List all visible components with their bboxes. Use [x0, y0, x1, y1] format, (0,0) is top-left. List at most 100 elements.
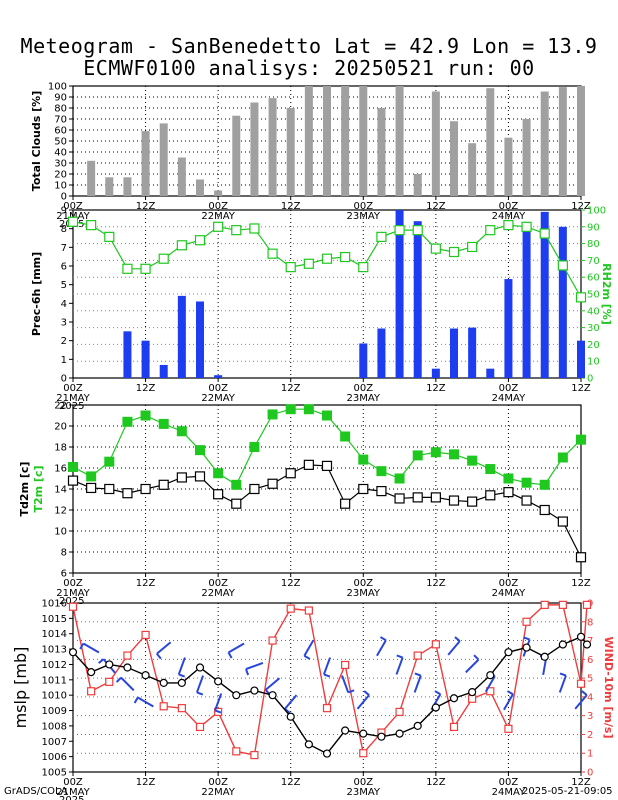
wind-speed-marker	[395, 707, 404, 717]
precip-bar	[450, 328, 458, 378]
ytick-label-right: 5	[587, 674, 593, 685]
wind-barb	[322, 657, 332, 675]
wind-speed-line	[72, 604, 588, 756]
wind-speed-marker	[449, 722, 459, 732]
mslp-marker	[377, 732, 386, 741]
t2m-marker	[576, 434, 586, 445]
cloud-bar	[558, 87, 567, 196]
xtick-label: 00Z	[63, 383, 83, 394]
cloud-bar	[286, 108, 295, 196]
rh-marker	[394, 225, 405, 236]
ytick-label: 70	[54, 115, 67, 126]
wind-speed-marker	[341, 660, 350, 670]
wind-speed-marker	[123, 651, 132, 660]
wind-speed-marker	[141, 630, 150, 640]
wind-barb-feather	[559, 672, 567, 677]
t2m-marker	[231, 479, 242, 490]
t2m-marker	[176, 426, 187, 437]
cloud-bar	[214, 190, 223, 196]
xtick-label: 00Z	[353, 578, 373, 589]
wind-barb	[82, 642, 100, 654]
t2m-marker	[122, 416, 133, 427]
ytick-label: 20	[54, 422, 67, 433]
wind-speed-marker	[195, 722, 205, 732]
wind-speed-marker	[522, 617, 531, 626]
cloud-bar	[377, 108, 386, 196]
wind-barb	[120, 676, 135, 692]
y-axis-label: Prec-6h [mm]	[30, 252, 43, 336]
mslp-marker	[558, 640, 567, 649]
td2m-marker	[194, 471, 206, 482]
rh-marker	[194, 235, 206, 246]
cloud-bar	[159, 123, 168, 196]
mslp-marker	[195, 663, 205, 672]
td2m-marker	[249, 483, 260, 495]
xtick-label: 00Z	[208, 777, 228, 788]
ytick-label: 0	[61, 192, 67, 203]
t2m-marker	[358, 454, 369, 465]
rh-marker	[176, 240, 187, 251]
t2m-marker	[322, 410, 332, 421]
wind-barb	[177, 657, 186, 675]
ytick-label: 90	[54, 93, 67, 104]
day-label: 21MAY	[56, 393, 90, 404]
day-label: 23MAY	[347, 787, 381, 798]
ytick-label-right: 1	[587, 749, 593, 760]
precip-bar	[558, 226, 567, 378]
mslp-marker	[322, 749, 332, 758]
precip-bar	[196, 301, 204, 378]
rh-marker	[448, 246, 460, 258]
rh-marker	[158, 253, 169, 264]
xtick-label: 00Z	[499, 777, 519, 788]
rh-marker	[67, 216, 79, 227]
wind-barb-feather	[156, 653, 162, 660]
xtick-label: 12Z	[426, 201, 446, 212]
precip-bar	[504, 279, 513, 378]
y-axis-label-right: RH2m [%]	[600, 263, 613, 325]
wind-barb	[503, 693, 514, 711]
ytick-label: 6	[61, 262, 67, 273]
precip-bar	[540, 211, 549, 378]
ytick-label: 30	[54, 159, 67, 170]
td2m-marker	[539, 504, 550, 516]
wind-speed-marker	[68, 602, 78, 611]
t2m-marker	[503, 473, 514, 484]
ytick-label-right: 60	[587, 273, 600, 284]
precip-bar	[159, 364, 168, 378]
cloud-bar	[196, 179, 204, 196]
wind-speed-marker	[431, 640, 440, 649]
wind-barb-feather	[178, 673, 186, 678]
t2m-marker	[557, 452, 568, 463]
mslp-marker	[468, 688, 477, 697]
xtick-label: 00Z	[499, 201, 519, 212]
ytick-label-right: 7	[587, 636, 593, 647]
td2m-marker	[557, 516, 568, 527]
wind-barb-feather	[98, 658, 105, 664]
wind-barb-feather	[414, 672, 422, 677]
day-label: 24MAY	[492, 393, 526, 404]
ytick-label: 8	[61, 224, 67, 235]
wind-speed-marker	[250, 750, 259, 760]
ytick-label-right: 0	[587, 768, 593, 779]
wind-barb-feather	[363, 690, 370, 696]
wind-speed-marker	[540, 600, 549, 609]
cloud-bar	[577, 86, 585, 196]
ytick-label: 1010	[42, 691, 67, 702]
y-axis-label: Total Clouds [%]	[30, 91, 43, 191]
td2m-marker	[358, 483, 369, 495]
ytick-label-right: 90	[587, 222, 600, 233]
wind-speed-marker	[232, 747, 241, 756]
xtick-label: 00Z	[63, 777, 83, 788]
wind-speed-marker	[304, 606, 313, 615]
cloud-bar	[250, 102, 259, 196]
chart-title-line1: Meteogram - SanBenedetto Lat = 42.9 Lon …	[20, 34, 598, 58]
ytick-label-right: 2	[587, 730, 593, 741]
mslp-marker	[582, 640, 592, 649]
precip-bar	[214, 375, 223, 378]
ytick-label-right: 30	[587, 323, 600, 334]
day-label: 22MAY	[201, 787, 235, 798]
td2m-marker	[285, 468, 296, 479]
mslp-marker	[449, 694, 459, 703]
td2m-marker	[340, 498, 351, 509]
